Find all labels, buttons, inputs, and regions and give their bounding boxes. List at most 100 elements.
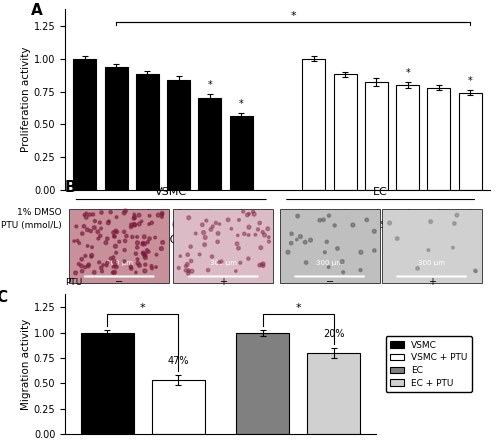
Point (127, 263, 135, 270)
Point (105, 218, 113, 225)
Point (122, 233, 130, 240)
Point (196, 251, 203, 258)
Point (141, 251, 149, 258)
Point (152, 264, 160, 271)
Point (91, 218, 99, 225)
Point (370, 228, 378, 235)
Point (349, 222, 357, 229)
Point (265, 238, 273, 245)
Point (258, 229, 266, 236)
Point (133, 233, 141, 241)
Point (245, 224, 253, 231)
Text: 0.05: 0.05 (138, 221, 158, 230)
Point (121, 237, 129, 245)
Text: 5: 5 (468, 221, 473, 230)
Point (74, 237, 82, 244)
Point (70, 237, 78, 245)
Point (214, 238, 222, 245)
Text: 5: 5 (238, 221, 244, 230)
Text: −: − (326, 277, 334, 288)
Point (320, 216, 328, 223)
Text: +: + (404, 208, 411, 217)
Text: 20%: 20% (323, 329, 344, 339)
Point (316, 217, 324, 224)
Point (187, 257, 195, 264)
Point (393, 235, 401, 242)
Point (158, 210, 166, 217)
Point (386, 219, 394, 226)
Point (97, 225, 105, 232)
Point (98, 209, 106, 216)
Point (122, 207, 130, 214)
Point (234, 232, 241, 239)
Point (334, 245, 342, 252)
Point (158, 214, 166, 221)
Point (90, 269, 98, 276)
Bar (104, 66, 128, 190)
Point (140, 250, 147, 257)
Text: +: + (435, 208, 442, 217)
Point (146, 212, 154, 219)
Point (323, 238, 331, 245)
Point (104, 260, 112, 267)
Point (102, 262, 110, 269)
FancyBboxPatch shape (280, 209, 380, 283)
Point (76, 240, 84, 247)
Text: +: + (238, 208, 245, 217)
Point (232, 268, 240, 275)
Text: 1% DMSO: 1% DMSO (17, 208, 62, 217)
Point (104, 219, 112, 226)
Bar (236, 333, 290, 434)
Point (450, 220, 458, 227)
Point (174, 264, 182, 272)
Point (244, 211, 252, 218)
Text: +: + (112, 208, 120, 217)
Text: *: * (140, 303, 145, 314)
Point (78, 230, 86, 237)
Point (186, 243, 194, 250)
Point (236, 259, 244, 266)
Text: *: * (290, 11, 296, 21)
Point (85, 261, 93, 268)
Point (110, 233, 118, 240)
Point (94, 228, 102, 235)
Point (130, 222, 138, 229)
Point (144, 248, 152, 255)
Point (449, 244, 457, 251)
Point (200, 229, 207, 236)
Point (130, 221, 138, 228)
Point (212, 219, 220, 226)
Point (185, 214, 193, 221)
Point (127, 265, 135, 272)
Point (120, 210, 128, 217)
Text: 0: 0 (113, 221, 119, 230)
Point (235, 216, 243, 223)
Text: PTU: PTU (65, 278, 82, 288)
Text: *: * (468, 76, 472, 86)
Point (184, 268, 192, 275)
Point (72, 269, 80, 276)
Text: 300 μm: 300 μm (316, 260, 343, 266)
Bar (230, 117, 253, 190)
Text: C: C (0, 290, 8, 305)
Point (116, 238, 124, 245)
Point (228, 225, 235, 232)
Bar (73, 59, 96, 190)
Point (87, 228, 95, 235)
Point (338, 258, 346, 265)
Point (128, 222, 136, 229)
Point (80, 223, 88, 230)
Point (259, 260, 267, 268)
Point (184, 270, 192, 277)
Text: +: + (175, 208, 182, 217)
Point (98, 268, 106, 275)
FancyBboxPatch shape (382, 209, 482, 283)
Point (296, 233, 304, 240)
Point (144, 238, 152, 245)
FancyBboxPatch shape (174, 209, 273, 283)
Text: 2.5: 2.5 (432, 221, 446, 230)
Point (215, 259, 223, 266)
Point (86, 211, 94, 218)
Point (264, 225, 272, 232)
Point (84, 242, 92, 249)
